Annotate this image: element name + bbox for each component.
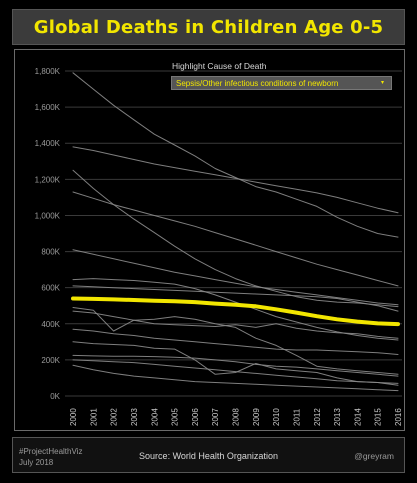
series-line[interactable]	[72, 191, 399, 287]
project-hashtag: #ProjectHealthViz	[19, 447, 83, 456]
author-handle: @greyram	[354, 451, 394, 461]
series-line[interactable]	[72, 310, 399, 375]
footer: #ProjectHealthViz July 2018 Source: Worl…	[12, 437, 405, 473]
page-title: Global Deaths in Children Age 0-5	[33, 16, 384, 38]
y-tick-label: 1,000K	[35, 211, 61, 220]
x-tick-label: 2007	[211, 408, 220, 426]
x-tick-label: 2003	[130, 408, 139, 426]
chevron-down-icon[interactable]: ▾	[380, 79, 384, 86]
title-bar: Global Deaths in Children Age 0-5	[12, 9, 405, 45]
x-tick-label: 2012	[313, 408, 322, 426]
series-line[interactable]	[72, 169, 399, 308]
series-line[interactable]	[72, 146, 399, 214]
y-tick-label: 0K	[50, 392, 60, 401]
y-tick-label: 1,400K	[35, 139, 61, 148]
x-tick-label: 2010	[272, 408, 281, 426]
y-tick-label: 400K	[41, 320, 60, 329]
y-tick-label: 1,200K	[35, 175, 61, 184]
x-tick-label: 2000	[69, 408, 78, 426]
series-line[interactable]	[72, 364, 399, 392]
project-date: July 2018	[19, 458, 54, 467]
x-tick-label: 2016	[394, 408, 403, 426]
x-tick-label: 2011	[292, 408, 301, 426]
series-line[interactable]	[72, 328, 399, 355]
highlighted-series-line[interactable]	[71, 296, 400, 327]
y-tick-label: 600K	[41, 284, 60, 293]
x-tick-label: 2004	[150, 408, 159, 426]
x-tick-label: 2015	[374, 408, 383, 426]
x-tick-label: 2009	[252, 408, 261, 426]
series-line[interactable]	[72, 285, 399, 312]
x-tick-label: 2005	[171, 408, 180, 426]
series-line[interactable]	[72, 341, 399, 386]
highlight-cause-dropdown[interactable]: Sepsis/Other infectious conditions of ne…	[171, 76, 392, 90]
x-tick-label: 2006	[191, 408, 200, 426]
y-tick-label: 800K	[41, 248, 60, 257]
x-tick-label: 2002	[110, 408, 119, 426]
x-tick-label: 2013	[333, 408, 342, 426]
source-credit: Source: World Health Organization	[139, 451, 278, 461]
y-tick-label: 1,600K	[35, 103, 61, 112]
x-tick-label: 2008	[232, 408, 241, 426]
x-tick-label: 2014	[353, 408, 362, 426]
series-line[interactable]	[72, 249, 399, 306]
series-line[interactable]	[72, 307, 399, 339]
series-line[interactable]	[72, 354, 399, 377]
chart-frame	[14, 49, 405, 431]
project-tag: #ProjectHealthViz July 2018	[19, 446, 82, 468]
series-line[interactable]	[72, 359, 399, 384]
highlight-filter-label: Highlight Cause of Death	[172, 61, 267, 71]
y-tick-label: 200K	[41, 356, 60, 365]
series-line[interactable]	[72, 72, 399, 238]
highlight-cause-value: Sepsis/Other infectious conditions of ne…	[176, 78, 339, 88]
y-tick-label: 1,800K	[35, 67, 61, 76]
x-tick-label: 2001	[89, 408, 98, 426]
